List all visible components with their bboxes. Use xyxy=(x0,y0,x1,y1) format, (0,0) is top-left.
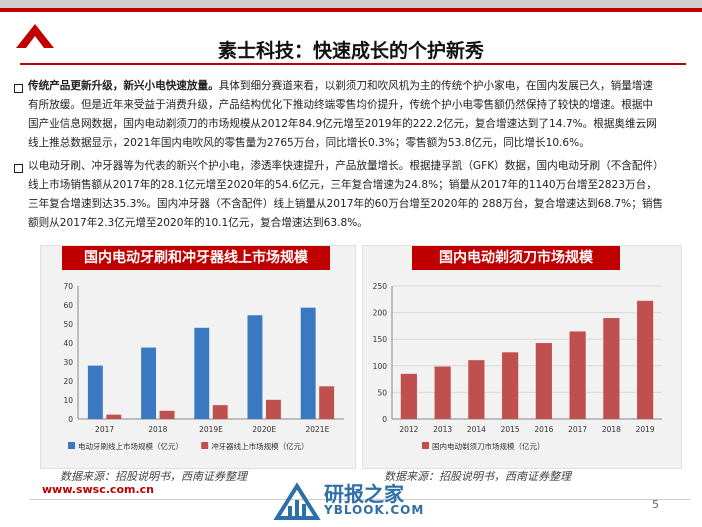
company-logo-icon xyxy=(16,24,54,48)
y-tick-label: 70 xyxy=(63,282,73,291)
toothbrush-chart: 0 10 20 30 40 50 60 70 2017 2018 2019E 2020E 2021E 电动… xyxy=(63,282,344,451)
paragraph-2-body: 以电动牙刷、冲牙器等为代表的新兴个护小电，渗透率快速提升，产品放量增长。根据捷孚… xyxy=(28,160,664,229)
bar xyxy=(502,352,519,419)
top-gray-bar xyxy=(0,0,702,8)
bar xyxy=(159,410,175,419)
y-tick-label: 0 xyxy=(382,415,387,424)
website-link[interactable]: www.swsc.com.cn xyxy=(42,483,154,496)
watermark-subtext: YBLOOK.COM xyxy=(324,503,425,517)
x-tick-label: 2014 xyxy=(467,425,486,434)
bar xyxy=(194,327,210,419)
paragraph-1-lead: 传统产品更新升级，新兴小电快速放量。 xyxy=(28,80,219,92)
y-tick-label: 10 xyxy=(63,396,73,405)
y-tick-label: 50 xyxy=(63,320,73,329)
bar xyxy=(535,343,552,419)
bar xyxy=(87,365,103,419)
watermark-logo-icon xyxy=(273,482,321,520)
y-tick-label: 30 xyxy=(63,358,73,367)
watermark-text: 研报之家 xyxy=(324,482,404,506)
top-accent-bar xyxy=(0,8,702,12)
page-number: 5 xyxy=(652,498,659,511)
page-title: 素士科技：快速成长的个护新秀 xyxy=(217,40,484,62)
y-tick-label: 60 xyxy=(63,301,73,310)
bar xyxy=(603,318,620,419)
bar xyxy=(468,360,485,419)
bar xyxy=(106,414,122,419)
footer-divider xyxy=(30,499,690,500)
paragraph-1: 传统产品更新升级，新兴小电快速放量。具体到细分赛道来看，以剃须刀和吹风机为主的传… xyxy=(28,77,663,153)
bar xyxy=(247,315,263,419)
y-tick-label: 20 xyxy=(63,377,73,386)
bar xyxy=(319,386,335,419)
y-tick-label: 200 xyxy=(373,309,388,318)
bar xyxy=(212,405,228,419)
right-chart-title: 国内电动剃须刀市场规模 xyxy=(412,246,620,270)
bar xyxy=(265,399,281,419)
x-tick-label: 2018 xyxy=(148,425,167,434)
x-tick-label: 2016 xyxy=(534,425,553,434)
legend-swatch xyxy=(201,442,209,449)
y-tick-label: 250 xyxy=(373,282,388,291)
legend-swatch xyxy=(68,442,75,449)
paragraph-2: 以电动牙刷、冲牙器等为代表的新兴个护小电，渗透率快速提升，产品放量增长。根据捷孚… xyxy=(28,157,663,233)
x-tick-label: 2017 xyxy=(95,425,114,434)
bar xyxy=(569,331,586,419)
bullet-square-icon xyxy=(14,84,23,93)
title-divider xyxy=(20,63,686,65)
paragraph-1-body: 具体到细分赛道来看，以剃须刀和吹风机为主的传统个护小家电，在国内发展已久，销量增… xyxy=(28,80,657,149)
y-tick-label: 0 xyxy=(68,415,73,424)
legend-label: 冲牙器线上市场规模（亿元） xyxy=(211,441,309,451)
x-tick-label: 2019 xyxy=(636,425,655,434)
bullet-square-icon xyxy=(14,164,23,173)
x-tick-label: 2013 xyxy=(433,425,452,434)
right-chart-panel xyxy=(362,245,682,469)
x-tick-label: 2021E xyxy=(305,425,329,434)
legend-label: 电动牙刷线上市场规模（亿元） xyxy=(78,441,183,451)
left-chart-title: 国内电动牙刷和冲牙器线上市场规模 xyxy=(62,246,330,270)
x-tick-label: 2019E xyxy=(199,425,223,434)
x-tick-label: 2020E xyxy=(252,425,276,434)
bar xyxy=(300,307,316,419)
x-tick-label: 2018 xyxy=(602,425,621,434)
bar xyxy=(434,366,451,419)
source-note-right: 数据来源：招股说明书，西南证券整理 xyxy=(384,470,571,483)
legend-swatch xyxy=(422,442,429,449)
bar xyxy=(141,347,157,419)
y-tick-label: 40 xyxy=(63,339,73,348)
x-tick-label: 2012 xyxy=(399,425,418,434)
x-tick-label: 2017 xyxy=(568,425,587,434)
y-tick-label: 150 xyxy=(373,335,388,344)
source-note-left: 数据来源：招股说明书，西南证券整理 xyxy=(60,470,247,483)
bar xyxy=(400,373,417,419)
x-tick-label: 2015 xyxy=(501,425,520,434)
bar xyxy=(637,300,654,419)
y-tick-label: 50 xyxy=(377,388,387,397)
legend-label: 国内电动剃须刀市场规模（亿元） xyxy=(432,441,545,451)
shaver-chart: 0 50 100 150 200 250 2012 2013 2014 2015 2016 2017 2… xyxy=(373,282,662,451)
y-tick-label: 100 xyxy=(373,362,388,371)
